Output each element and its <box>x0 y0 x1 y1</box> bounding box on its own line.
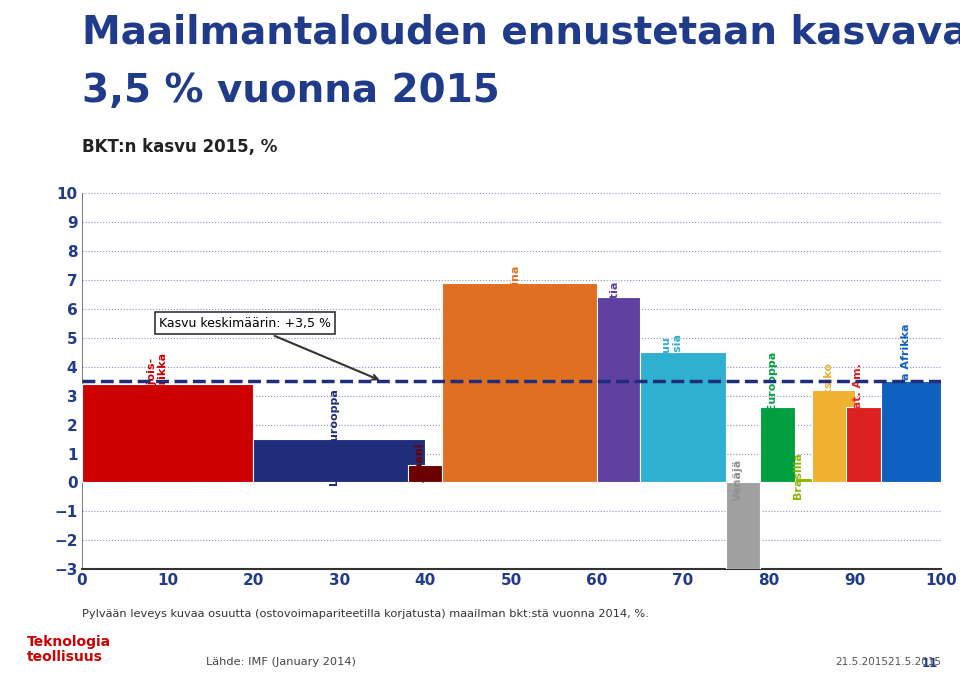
Bar <box>253 439 425 482</box>
Text: BKT:n kasvu 2015, %: BKT:n kasvu 2015, % <box>82 138 277 156</box>
Text: Maailmantalouden ennustetaan kasvavan: Maailmantalouden ennustetaan kasvavan <box>82 14 960 52</box>
Bar <box>760 407 795 482</box>
Text: Pohjois-
Amerikka: Pohjois- Amerikka <box>146 352 167 411</box>
Text: Länsi-Eurooppa: Länsi-Eurooppa <box>329 388 340 485</box>
Text: Muu Lat. Am.: Muu Lat. Am. <box>853 364 863 446</box>
Bar <box>443 283 597 482</box>
Text: Japani: Japani <box>416 444 425 482</box>
Text: Muu
Aasia: Muu Aasia <box>661 333 683 367</box>
Text: Venäjä: Venäjä <box>733 459 743 501</box>
Text: Muu it. Eurooppa: Muu it. Eurooppa <box>768 351 778 459</box>
Text: Kiina: Kiina <box>510 265 519 296</box>
Text: 21.5.201521.5.2015: 21.5.201521.5.2015 <box>835 657 941 667</box>
Bar <box>640 353 726 482</box>
Bar <box>82 384 253 482</box>
Bar <box>408 465 443 482</box>
Text: Lähde: IMF (January 2014): Lähde: IMF (January 2014) <box>206 657 356 667</box>
Bar <box>726 482 760 569</box>
Text: teollisuus: teollisuus <box>27 650 103 664</box>
Text: 11: 11 <box>922 657 938 670</box>
Text: Teknologia: Teknologia <box>27 635 111 649</box>
Text: 3,5 % vuonna 2015: 3,5 % vuonna 2015 <box>82 72 499 110</box>
Bar <box>812 390 854 482</box>
Bar <box>795 478 812 482</box>
Bar <box>880 381 941 482</box>
Bar <box>847 407 880 482</box>
Text: Meksiko: Meksiko <box>824 362 833 413</box>
Bar <box>597 297 640 482</box>
Text: Intia: Intia <box>609 281 618 309</box>
Text: Pylvään leveys kuvaa osuutta (ostovoimapariteetilla korjatusta) maailman bkt:stä: Pylvään leveys kuvaa osuutta (ostovoimap… <box>82 609 648 618</box>
Text: Lähi-itä ja Afrikka: Lähi-itä ja Afrikka <box>900 323 911 435</box>
Text: Brasilia: Brasilia <box>793 453 804 499</box>
Text: Kasvu keskimäärin: +3,5 %: Kasvu keskimäärin: +3,5 % <box>159 317 377 380</box>
